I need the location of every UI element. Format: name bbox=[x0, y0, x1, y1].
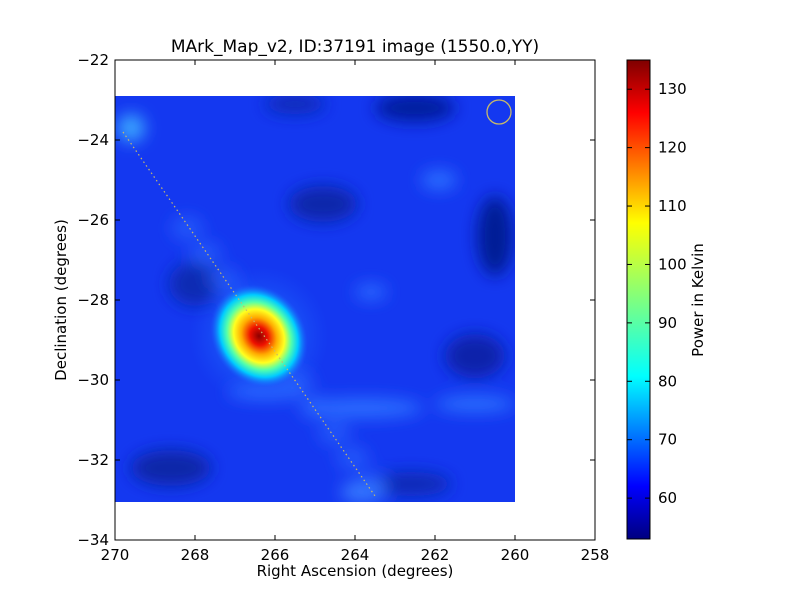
heatmap-patch bbox=[445, 334, 505, 378]
colorbar-tick-label: 100 bbox=[658, 255, 687, 273]
heatmap-patch bbox=[117, 114, 145, 142]
heatmap-patch bbox=[265, 96, 325, 114]
beam-marker bbox=[486, 99, 512, 125]
colorbar-tick-label: 90 bbox=[658, 314, 677, 332]
source-peak bbox=[210, 284, 308, 388]
colorbar-tick-label: 60 bbox=[658, 489, 677, 507]
heatmap-patch bbox=[289, 186, 357, 222]
y-tick-label: −26 bbox=[77, 211, 109, 229]
heatmap-patch bbox=[375, 96, 455, 122]
heatmap-patch bbox=[355, 284, 387, 300]
x-tick-label: 260 bbox=[501, 546, 530, 564]
x-axis-ticks: 270 268 266 264 262 260 258 bbox=[101, 60, 610, 564]
x-tick-label: 266 bbox=[261, 546, 290, 564]
heatmap-patch bbox=[131, 450, 211, 486]
colorbar-tick-label: 110 bbox=[658, 197, 687, 215]
plane-glow-segment bbox=[299, 395, 332, 420]
colorbar-tick-label: 70 bbox=[658, 431, 677, 449]
heatmap-patch bbox=[303, 398, 423, 418]
y-tick-label: −30 bbox=[77, 371, 109, 389]
x-tick-label: 262 bbox=[421, 546, 450, 564]
heatmap-patch bbox=[421, 170, 457, 190]
y-axis-ticks: −22 −24 −26 −28 −30 −32 −34 bbox=[77, 51, 595, 549]
plane-glow-segment bbox=[171, 216, 203, 240]
y-axis-label: Declination (degrees) bbox=[52, 219, 70, 381]
x-tick-label: 258 bbox=[581, 546, 610, 564]
heatmap-patch bbox=[371, 472, 451, 496]
colorbar-tick-label: 130 bbox=[658, 80, 687, 98]
y-tick-label: −22 bbox=[77, 51, 109, 69]
x-tick-label: 264 bbox=[341, 546, 370, 564]
y-tick-label: −34 bbox=[77, 531, 109, 549]
colorbar-tick-label: 80 bbox=[658, 372, 677, 390]
colorbar bbox=[626, 59, 651, 540]
y-tick-label: −28 bbox=[77, 291, 109, 309]
x-axis-label: Right Ascension (degrees) bbox=[257, 562, 454, 580]
chart-title: MArk_Map_v2, ID:37191 image (1550.0,YY) bbox=[171, 37, 539, 57]
x-tick-label: 270 bbox=[101, 546, 130, 564]
y-tick-label: −24 bbox=[77, 131, 109, 149]
plane-glow-segment bbox=[355, 472, 387, 496]
y-tick-label: −32 bbox=[77, 451, 109, 469]
colorbar-ticks: 60 70 80 90 100 110 120 130 bbox=[627, 80, 687, 507]
plane-glow-segment bbox=[189, 241, 222, 266]
galactic-plane-line bbox=[122, 131, 376, 497]
x-tick-label: 268 bbox=[181, 546, 210, 564]
colorbar-tick-label: 120 bbox=[658, 139, 687, 157]
plane-glow-segment bbox=[336, 446, 369, 471]
heatmap-image bbox=[115, 96, 515, 502]
heatmap-patch bbox=[477, 196, 513, 276]
heatmap-patch bbox=[435, 396, 515, 412]
colorbar-label: Power in Kelvin bbox=[689, 243, 707, 357]
plane-glow-segment bbox=[318, 420, 351, 445]
